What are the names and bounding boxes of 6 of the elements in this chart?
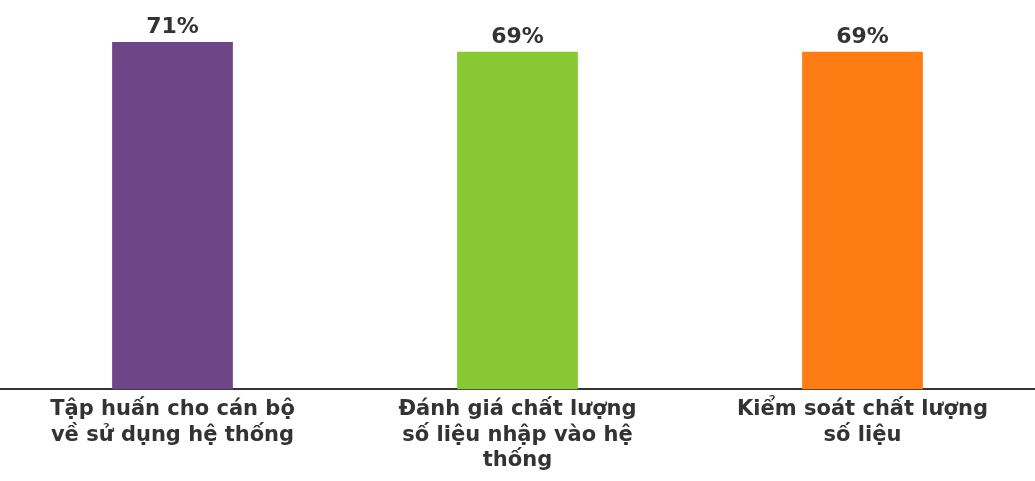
data-label: 71% bbox=[146, 12, 199, 38]
x-tick-label: Kiểm soát chất lượng số liệu bbox=[737, 395, 988, 446]
data-label: 69% bbox=[836, 22, 889, 48]
data-label: 69% bbox=[491, 22, 544, 48]
x-tick-label: Tập huấn cho cán bộ về sử dụng hệ thống bbox=[50, 396, 295, 446]
x-tick-label: Đánh giá chất lượng số liệu nhập vào hệ thống bbox=[398, 396, 637, 471]
